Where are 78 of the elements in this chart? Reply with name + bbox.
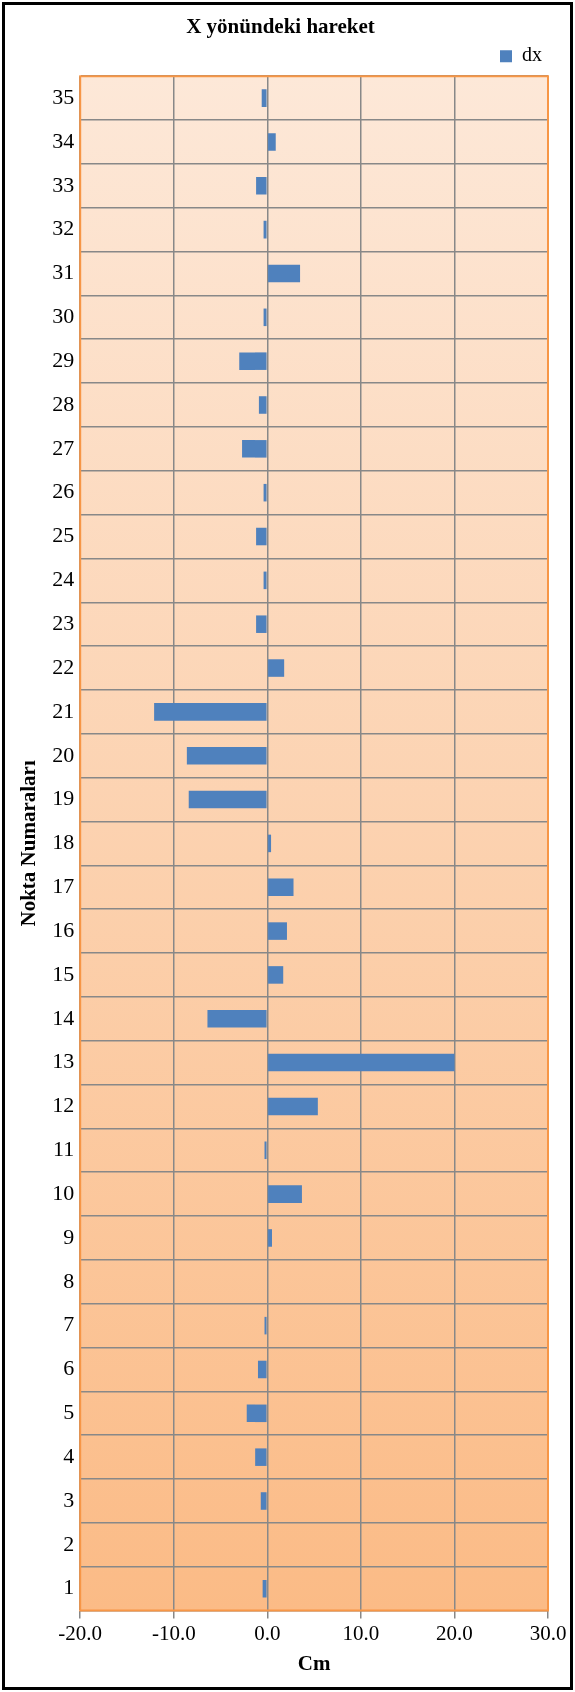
y-tick-label: 15 [52, 960, 75, 986]
bar [268, 264, 301, 283]
bar [262, 1579, 267, 1598]
bar [268, 878, 294, 897]
x-tick-label: 0.0 [254, 1620, 281, 1645]
y-tick-label: 2 [63, 1530, 75, 1556]
y-tick-label: 4 [63, 1442, 75, 1468]
bar [264, 1316, 267, 1335]
bar [261, 89, 267, 107]
y-tick-label: 7 [63, 1311, 75, 1337]
y-tick-label: 19 [52, 785, 75, 811]
y-tick-label: 18 [52, 829, 75, 855]
x-tick-label: -10.0 [151, 1620, 196, 1645]
bar [154, 703, 267, 721]
y-tick-label: 29 [52, 346, 75, 372]
bar [256, 527, 267, 546]
bar [256, 177, 267, 195]
y-tick-label: 3 [63, 1486, 75, 1512]
y-tick-label: 1 [63, 1574, 75, 1600]
y-tick-label: 5 [63, 1399, 75, 1425]
bar [263, 220, 267, 239]
bar [264, 1141, 267, 1160]
bar [263, 483, 267, 502]
y-tick-label: 27 [52, 434, 75, 460]
y-tick-label: 28 [52, 390, 75, 416]
bar [188, 790, 267, 809]
x-tick-label: -20.0 [58, 1620, 103, 1645]
y-tick-label: 33 [52, 171, 75, 197]
bar [260, 1492, 267, 1510]
x-tick-label: 10.0 [342, 1620, 380, 1645]
y-tick-label: 9 [63, 1223, 75, 1249]
y-tick-label: 35 [52, 83, 75, 109]
y-tick-label: 13 [52, 1048, 75, 1074]
bar [239, 352, 267, 370]
y-tick-label: 14 [52, 1004, 75, 1030]
y-tick-label: 30 [52, 303, 75, 329]
y-tick-label: 16 [52, 916, 75, 942]
legend-label: dx [522, 43, 542, 66]
bar [255, 1448, 267, 1466]
bar [268, 1053, 455, 1072]
bar [268, 659, 285, 677]
chart-title: X yönündeki hareket [186, 14, 375, 39]
bar [263, 308, 267, 327]
y-tick-label: 12 [52, 1092, 75, 1118]
y-tick-label: 10 [52, 1179, 75, 1205]
y-tick-label: 25 [52, 522, 75, 548]
y-tick-label: 24 [52, 566, 75, 592]
bar [186, 746, 267, 765]
y-axis-title: Nokta Numaraları [16, 760, 41, 927]
y-tick-label: 34 [52, 127, 75, 153]
y-tick-label: 32 [52, 215, 75, 241]
y-tick-label: 11 [53, 1136, 75, 1162]
x-tick-label: 30.0 [529, 1620, 567, 1645]
bar [258, 396, 267, 414]
bar [268, 966, 284, 984]
bar [268, 133, 276, 151]
bar [263, 571, 267, 590]
bar [242, 440, 267, 458]
bar [268, 1229, 272, 1247]
bar [246, 1404, 267, 1423]
y-tick-label: 21 [52, 697, 75, 723]
bar [257, 1360, 267, 1379]
bar [207, 1009, 267, 1028]
y-tick-label: 8 [63, 1267, 75, 1293]
y-tick-label: 17 [52, 873, 75, 899]
y-tick-label: 26 [52, 478, 75, 504]
y-tick-label: 6 [63, 1355, 75, 1381]
bar [268, 1097, 318, 1116]
y-tick-label: 20 [52, 741, 75, 767]
x-tick-label: 20.0 [436, 1620, 473, 1645]
x-axis-title: Cm [297, 1650, 331, 1675]
y-tick-label: 23 [52, 609, 75, 635]
bar [268, 1185, 302, 1203]
y-tick-label: 22 [52, 653, 75, 679]
bar [256, 615, 267, 633]
y-tick-label: 31 [52, 259, 75, 285]
bar [268, 922, 287, 940]
bar [268, 834, 272, 853]
